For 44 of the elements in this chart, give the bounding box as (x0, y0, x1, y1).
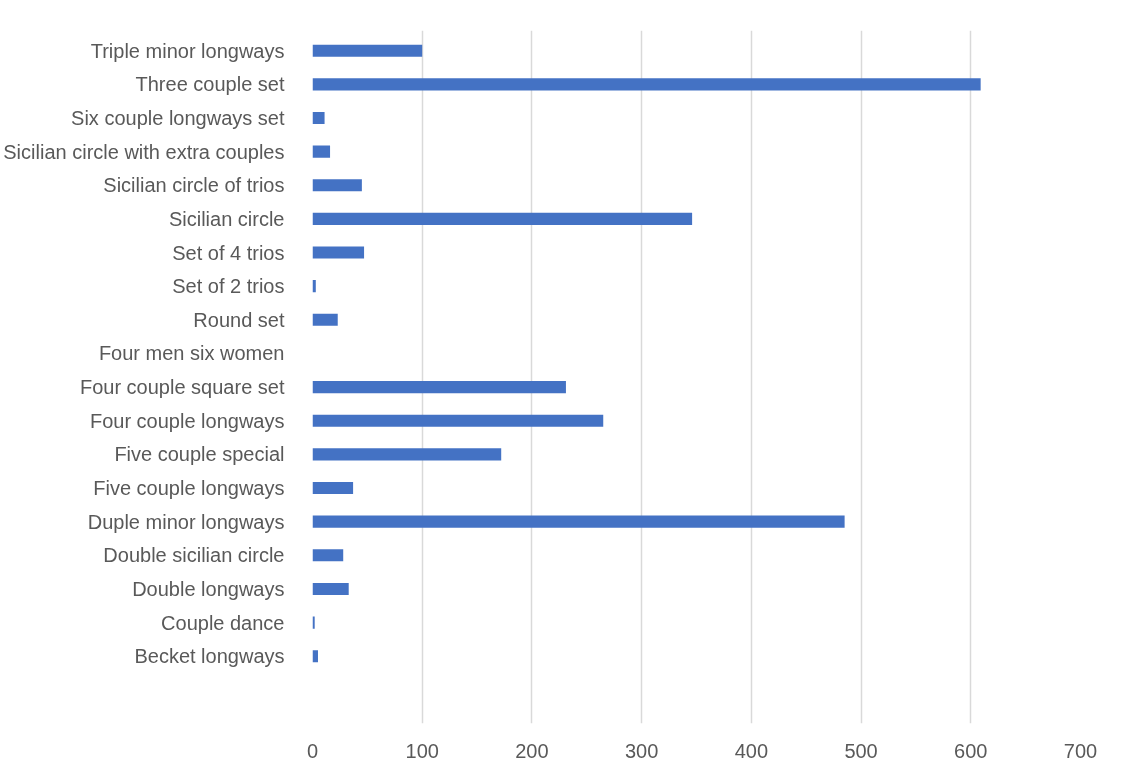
y-tick-label: Sicilian circle with extra couples (3, 140, 285, 163)
y-tick-label: Round set (193, 308, 285, 331)
y-tick-label: Five couple longways (93, 477, 285, 500)
y-tick-label: Sicilian circle (168, 207, 285, 230)
bar (312, 280, 316, 293)
x-tick-label: 500 (844, 739, 878, 762)
bar (312, 313, 338, 326)
y-tick-label: Six couple longways set (71, 106, 285, 129)
bar (312, 212, 693, 225)
y-tick-label: Four couple longways (89, 409, 285, 432)
bar (312, 44, 423, 57)
y-tick-label: Triple minor longways (90, 39, 285, 62)
bar (312, 448, 502, 461)
y-tick-label: Four men six women (98, 342, 285, 365)
x-tick-label: 0 (306, 739, 319, 762)
bar (312, 414, 604, 427)
y-tick-label: Double sicilian circle (103, 544, 285, 567)
y-tick-label: Four couple square set (79, 376, 285, 399)
y-tick-label: Three couple set (135, 73, 285, 96)
x-tick-label: 200 (515, 739, 549, 762)
bar (312, 145, 331, 158)
bar (312, 549, 344, 562)
y-tick-label: Couple dance (161, 611, 285, 634)
bar (312, 246, 365, 259)
y-tick-label: Set of 4 trios (172, 241, 285, 264)
bar (312, 650, 318, 663)
x-tick-label: 300 (624, 739, 659, 762)
bar (312, 78, 981, 91)
y-tick-label: Set of 2 trios (172, 275, 285, 298)
bar (312, 515, 845, 528)
y-tick-label: Becket longways (134, 645, 285, 668)
y-tick-label: Duple minor longways (87, 510, 285, 533)
y-tick-label: Double longways (132, 577, 285, 600)
bar (312, 111, 325, 125)
x-tick-label: 400 (734, 739, 769, 762)
y-tick-label: Five couple special (114, 443, 285, 466)
y-tick-label: Sicilian circle of trios (103, 174, 285, 197)
x-tick-label: 700 (1063, 739, 1098, 762)
x-tick-label: 600 (954, 739, 988, 762)
bar (312, 582, 349, 595)
bar (312, 381, 566, 394)
bar (312, 481, 354, 495)
bar (312, 179, 362, 192)
x-tick-label: 100 (405, 739, 439, 762)
